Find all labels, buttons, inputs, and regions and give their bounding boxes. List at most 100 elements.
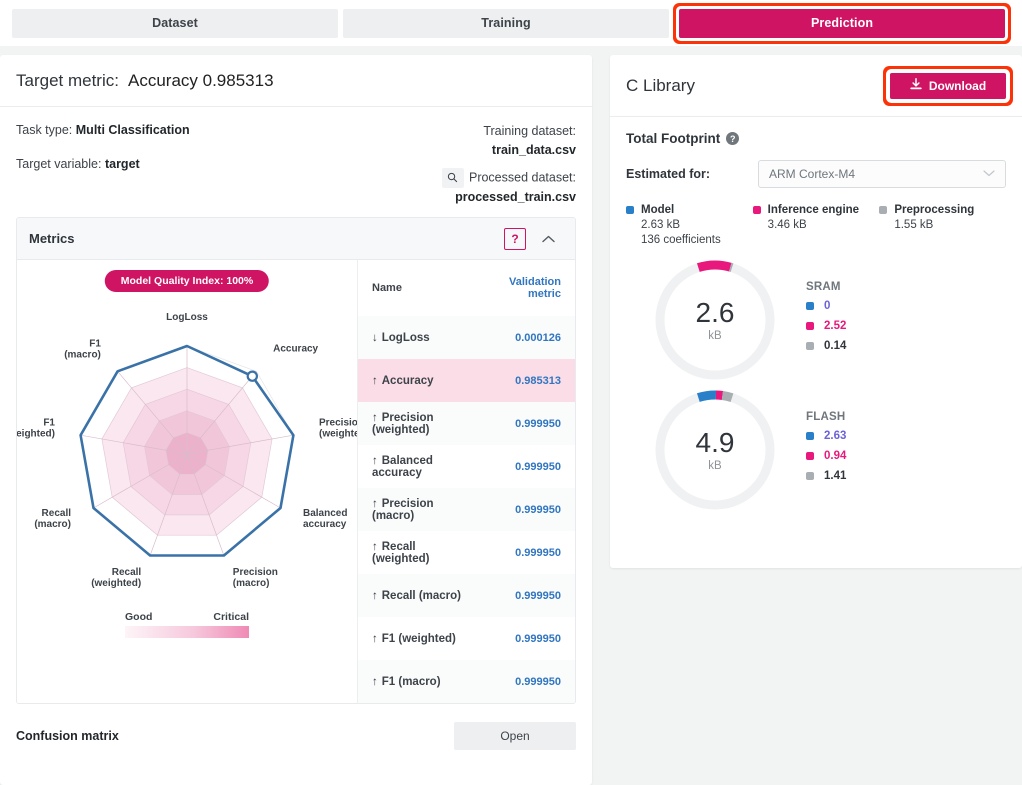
model-quality-index-badge: Model Quality Index: 100% (104, 270, 270, 292)
table-row[interactable]: ↑ Recall (macro) 0.999950 (358, 574, 575, 617)
donut-legend-row: 2.63 (806, 430, 846, 442)
donut-center-value: 4.9 kB (653, 388, 777, 512)
radar-gridline (144, 410, 230, 495)
donut-legend-title: FLASH (806, 410, 846, 423)
radar-axis-label: F1(weighted) (17, 418, 55, 440)
tab-dataset[interactable]: Dataset (12, 8, 338, 38)
donut-unit: kB (708, 329, 722, 342)
arrow-up-icon: ↑ (372, 589, 378, 602)
target-metric-value: Accuracy 0.985313 (127, 70, 274, 90)
segment-color-swatch-icon (879, 206, 888, 214)
total-footprint-title: Total Footprint (626, 131, 721, 146)
chevron-up-icon[interactable] (542, 232, 555, 246)
radar-axis-spoke (117, 371, 188, 455)
legend-value: 2.63 (824, 429, 847, 442)
download-button[interactable]: Download (890, 72, 1006, 99)
help-circle-icon[interactable]: ? (726, 132, 740, 145)
donut-legend: SRAM 0 2.52 0.14 (804, 281, 846, 360)
table-row[interactable]: ↓ LogLoss 0.000126 (358, 316, 575, 359)
metric-name-cell: ↑ Accuracy (358, 359, 479, 402)
metric-name: F1 (macro) (381, 675, 441, 688)
donut-charts: 2.6 kB SRAM 0 2.52 0.14 4.9 kB FLASH 2.63 0.94 1.41 (626, 252, 1006, 512)
table-row[interactable]: ↑ Precision (weighted) 0.999950 (358, 402, 575, 445)
download-icon (910, 77, 922, 94)
metric-name: Precision (weighted) (372, 411, 434, 436)
donut-total: 2.6 (695, 296, 735, 328)
training-dataset-label: Training dataset: (483, 124, 576, 138)
table-row[interactable]: ↑ Precision (macro) 0.999950 (358, 488, 575, 531)
donut-holder: 2.6 kB (626, 258, 804, 382)
radar-marker-accuracy[interactable] (246, 370, 258, 382)
footprint-segment: Model 2.63 kB 136 coefficients (626, 204, 753, 246)
donut-legend-row: 0.94 (806, 450, 846, 462)
search-icon[interactable] (441, 167, 464, 188)
task-type-row: Task type: Multi Classification (16, 123, 190, 137)
page-body: Target metric: Accuracy 0.985313 Task ty… (0, 55, 1022, 785)
donut-holder: 4.9 kB (626, 388, 804, 512)
meta-left-column: Task type: Multi Classification Target v… (16, 123, 190, 191)
radar-axis-label: Recall (macro) (34, 508, 71, 530)
target-variable-label: Target variable: (16, 157, 102, 171)
metrics-table: Name Validation metric ↓ LogLoss 0.000126 ↑… (358, 260, 575, 703)
table-row[interactable]: ↑ F1 (macro) 0.999950 (358, 660, 575, 703)
training-dataset-value: train_data.csv (491, 143, 576, 158)
tab-prediction[interactable]: Prediction (679, 8, 1005, 38)
radar-axis-spoke (149, 453, 188, 556)
donut-ring: 2.6 kB (653, 258, 777, 382)
target-mcu-select[interactable]: ARM Cortex-M4 (758, 160, 1006, 188)
donut-legend-title: SRAM (806, 280, 841, 293)
arrow-up-icon: ↑ (372, 497, 378, 510)
radar-series-polygon (79, 344, 295, 557)
tab-training[interactable]: Training (343, 8, 669, 38)
total-footprint-title-row: Total Footprint ? (626, 131, 1006, 146)
metrics-table-column: Name Validation metric ↓ LogLoss 0.000126 ↑… (357, 260, 575, 703)
table-row[interactable]: ↑ Balanced accuracy 0.999950 (358, 445, 575, 488)
main-tabbar: Dataset Training Prediction (0, 0, 1022, 46)
segment-name-row: Model (626, 204, 753, 216)
segment-size: 1.55 kB (894, 219, 934, 231)
radar-axis-label: Precision(weighted) (319, 418, 357, 440)
legend-color-swatch-icon (806, 341, 814, 350)
radar-axis-label: Accuracy (273, 343, 318, 354)
metrics-table-body: ↓ LogLoss 0.000126 ↑ Accuracy 0.985313 ↑ Precis… (358, 316, 575, 703)
col-header-validation-metric: Validation metric (479, 260, 575, 316)
arrow-up-icon: ↑ (372, 632, 378, 645)
legend-color-swatch-icon (806, 321, 814, 330)
prediction-summary-card: Target metric: Accuracy 0.985313 Task ty… (0, 55, 592, 785)
metric-name: LogLoss (381, 331, 430, 344)
table-row[interactable]: ↑ F1 (weighted) 0.999950 (358, 617, 575, 660)
segment-label: Inference engine (767, 204, 860, 216)
radar-axis-spoke (80, 434, 188, 455)
metric-name: Recall (macro) (381, 589, 462, 602)
target-mcu-value: ARM Cortex-M4 (769, 167, 856, 181)
donut-legend-row: 2.52 (806, 320, 846, 332)
metrics-help-button[interactable]: ? (504, 227, 526, 250)
donut-svg (655, 260, 775, 380)
confusion-matrix-open-button[interactable]: Open (454, 722, 576, 750)
legend-value: 0.94 (824, 449, 847, 462)
donut-legend-row: 1.41 (806, 470, 846, 482)
processed-dataset-row: Processed dataset: (441, 167, 576, 188)
legend-color-swatch-icon (806, 301, 814, 310)
metric-value-cell: 0.000126 (479, 316, 575, 359)
metric-name-cell: ↑ Precision (weighted) (358, 402, 479, 445)
c-library-card: C Library Download Total Footprint ? Est… (610, 55, 1022, 568)
legend-color-swatch-icon (806, 431, 814, 440)
segment-label: Preprocessing (894, 204, 975, 216)
radar-axis-spoke (186, 434, 294, 455)
table-row[interactable]: ↑ Recall (weighted) 0.999950 (358, 531, 575, 574)
legend-color-swatch-icon (806, 451, 814, 460)
table-row[interactable]: ↑ Accuracy 0.985313 (358, 359, 575, 402)
radar-gridline (101, 367, 273, 536)
meta-right-column: Training dataset: train_data.csv Process… (441, 122, 576, 207)
metric-name-cell: ↓ LogLoss (358, 316, 479, 359)
arrow-up-icon: ↑ (372, 540, 378, 553)
radar-chart-column: Model Quality Index: 100% LogLoss Accurac… (17, 260, 369, 703)
segment-name-row: Inference engine (752, 204, 880, 216)
metric-name-cell: ↑ F1 (macro) (358, 660, 479, 703)
c-library-header: C Library Download (610, 55, 1022, 117)
legend-value: 0 (824, 299, 831, 312)
confusion-matrix-row: Confusion matrix Open (0, 704, 592, 770)
target-metric-header: Target metric: Accuracy 0.985313 (0, 55, 592, 107)
radar-axis-label: LogLoss (166, 312, 208, 323)
